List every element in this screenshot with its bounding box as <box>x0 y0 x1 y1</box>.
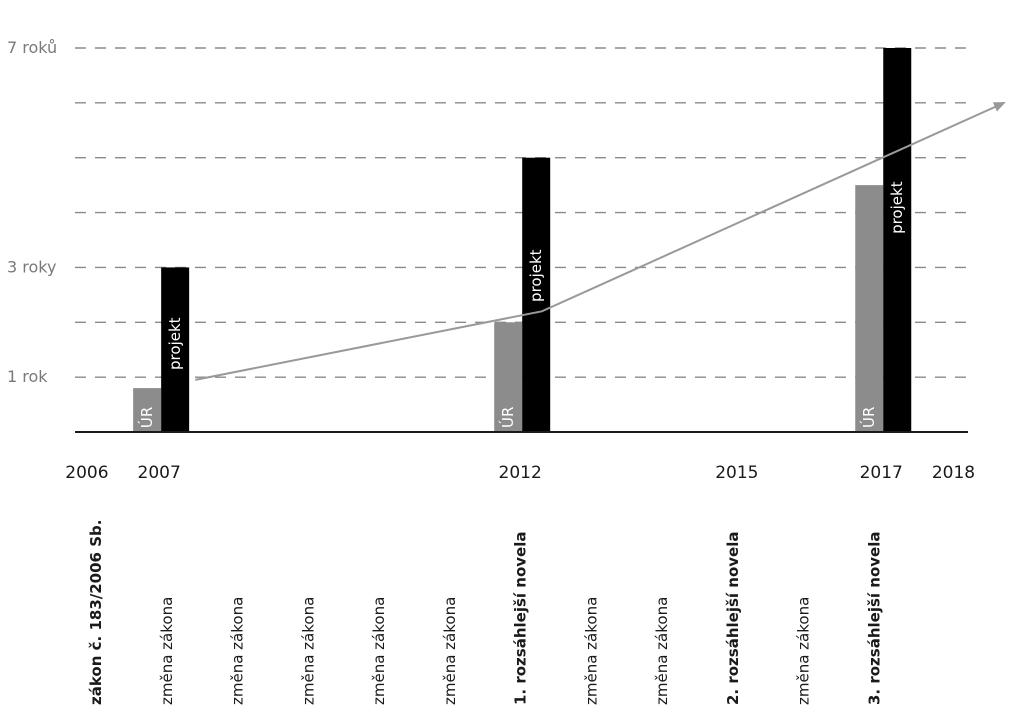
bar-label-ur: ÚR <box>859 407 878 428</box>
gridlines <box>75 47 968 378</box>
x-tick-label: 2017 <box>860 463 903 483</box>
y-tick-label: 3 roky <box>7 257 56 276</box>
bar-projekt-2012 <box>522 157 551 432</box>
bars <box>133 48 912 432</box>
law-change-label: změna zákona <box>299 597 317 705</box>
bar-label-ur: ÚR <box>137 407 156 428</box>
x-tick-label: 2012 <box>499 463 542 483</box>
law-change-label: změna zákona <box>795 597 813 705</box>
law-change-labels: zákon č. 183/2006 Sb. změna zákona změna z… <box>87 520 883 705</box>
y-tick-label: 1 rok <box>7 367 48 386</box>
x-tick-label: 2007 <box>138 463 181 483</box>
y-tick-label: 7 roků <box>7 38 57 57</box>
bar-projekt-2007 <box>161 267 190 432</box>
law-change-label: změna zákona <box>229 597 247 705</box>
bar-ur-2012 <box>494 322 523 432</box>
x-tick-label: 2018 <box>932 463 975 483</box>
bar-projekt-2017 <box>883 48 912 432</box>
major-amendment-label: 1. rozsáhlejší novela <box>512 532 530 705</box>
law-change-label: změna zákona <box>653 597 671 705</box>
bar-label-ur: ÚR <box>498 407 517 428</box>
x-tick-label: 2015 <box>715 463 758 483</box>
major-amendment-label: zákon č. 183/2006 Sb. <box>87 520 105 705</box>
major-amendment-label: 2. rozsáhlejší novela <box>724 532 742 705</box>
law-change-label: změna zákona <box>370 597 388 705</box>
x-tick-label: 2006 <box>65 463 108 483</box>
bar-label-projekt: projekt <box>166 317 184 370</box>
trend-arrow-line <box>195 101 1006 381</box>
law-change-label: změna zákona <box>158 597 176 705</box>
bar-ur-2007 <box>133 388 162 432</box>
bar-label-projekt: projekt <box>888 181 906 234</box>
bar-ur-2017 <box>855 185 884 432</box>
bar-label-projekt: projekt <box>527 249 545 302</box>
law-change-label: změna zákona <box>582 597 600 705</box>
y-axis-tick-labels: 7 roků 3 roky 1 rok <box>7 38 57 386</box>
x-axis-tick-labels: 2006 2007 2012 2015 2017 2018 <box>65 463 975 483</box>
major-amendment-label: 3. rozsáhlejší novela <box>865 532 883 705</box>
law-change-label: změna zákona <box>441 597 459 705</box>
trend-arrow <box>195 101 1006 381</box>
bar-labels: ÚR projekt ÚR projekt ÚR projekt <box>137 181 906 428</box>
